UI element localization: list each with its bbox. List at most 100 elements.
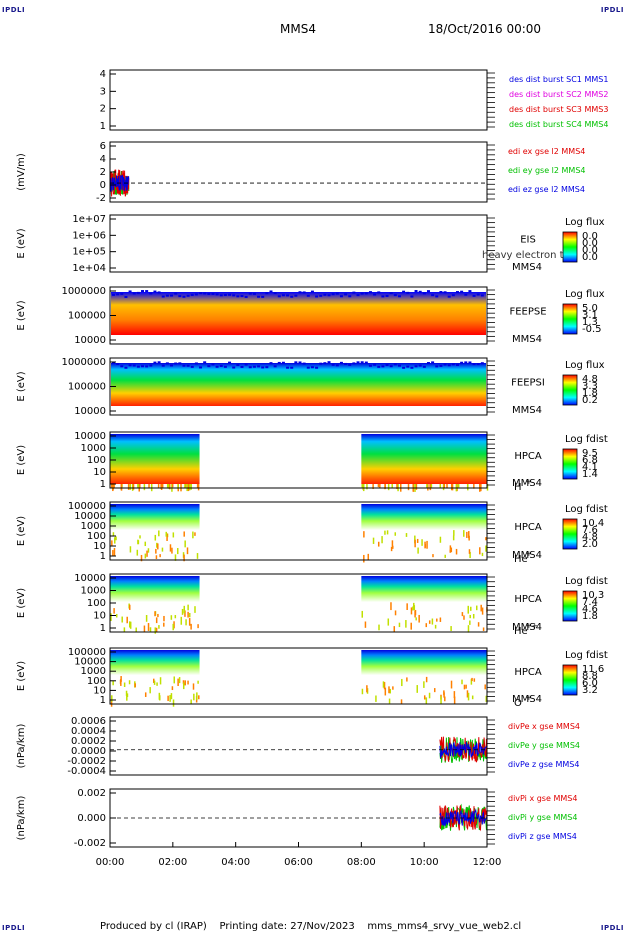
feepsi-noise-mark xyxy=(464,361,468,364)
hpca_he-sparse-mark xyxy=(186,547,189,555)
date-title: 18/Oct/2016 00:00 xyxy=(428,22,542,36)
hpca_h-sparse-mark xyxy=(439,484,442,489)
hpca_he-sparse-mark xyxy=(113,548,116,556)
hpca_o-colorbar-tick: 3.2 xyxy=(582,685,598,696)
feepsi-noise-mark xyxy=(286,366,290,369)
feepse-noise-mark xyxy=(414,290,418,293)
feepsi-noise-mark xyxy=(219,364,223,367)
feepse-noise-mark xyxy=(360,292,364,295)
hpca_hepp-sparse-mark xyxy=(412,606,414,611)
hpca_he-sparse-mark xyxy=(155,555,158,560)
hpca_he-sparse-mark xyxy=(367,553,370,561)
feepse-noise-mark xyxy=(211,292,215,295)
hpca_he-sparse-mark xyxy=(156,542,158,548)
hpca_hepp-sparse-mark xyxy=(378,624,380,631)
hpca_hepp-sparse-mark xyxy=(467,625,470,633)
feepse-noise-mark xyxy=(460,290,464,293)
hpca_hepp-sparse-mark xyxy=(113,608,115,614)
hpca_hepp-sparse-mark xyxy=(431,618,434,625)
hpca_h-sparse-mark xyxy=(184,484,186,489)
eis-ytick-label: 1e+04 xyxy=(72,263,106,274)
hpca_h-sparse-mark xyxy=(457,484,460,488)
hpca_hepp-ytick-label: 100 xyxy=(87,598,106,609)
feepse-noise-mark xyxy=(397,295,401,298)
hpca_o-colorbar-tick: 11.6 xyxy=(582,664,604,675)
feepsi-noise-mark xyxy=(389,365,393,368)
feepse-noise-mark xyxy=(116,293,120,296)
hpca_h-instrument-label: HPCA xyxy=(514,451,542,462)
hpca_o-colorbar xyxy=(562,664,578,696)
hpca_he-species-label: He xyxy=(514,554,528,565)
hpca_he-segment-0 xyxy=(110,504,200,531)
bursts-legend-entry: des dist burst SC4 MMS4 xyxy=(509,120,608,129)
hpca_he-sparse-mark xyxy=(169,544,172,552)
corner-label-bl: IPDLI xyxy=(2,924,26,932)
feepse-noise-mark xyxy=(286,294,290,297)
hpca_he-sparse-mark xyxy=(174,554,177,561)
hpca_o-frame xyxy=(109,647,488,705)
feepsi-noise-mark xyxy=(298,361,302,364)
hpca_hepp-sparse-mark xyxy=(128,604,131,610)
hpca_he-sparse-mark xyxy=(481,552,484,557)
hpca_he-sparse-mark xyxy=(137,540,140,545)
feepsi-noise-mark xyxy=(116,362,120,365)
feepse-noise-mark xyxy=(447,295,451,298)
feepsi-noise-mark xyxy=(252,365,256,368)
hpca_he-sparse-mark xyxy=(165,531,167,537)
hpca_hepp-sparse-mark xyxy=(405,620,407,628)
feepsi-noise-mark xyxy=(240,365,244,368)
eis-ytick-label: 1e+05 xyxy=(72,247,106,258)
hpca_he-colorbar-tick: 4.8 xyxy=(582,532,598,543)
feepse-noise-mark xyxy=(302,291,306,294)
divpe-ytick-label: 0.0000 xyxy=(71,746,106,757)
bursts-ytick-label: 4 xyxy=(100,69,106,80)
edi-frame xyxy=(109,141,488,203)
edi-ytick-label: -2 xyxy=(96,193,106,204)
hpca_o-sparse-mark xyxy=(453,696,456,705)
hpca_hepp-sparse-mark xyxy=(394,610,397,616)
hpca_o-sparse-mark xyxy=(433,688,436,693)
hpca_hepp-sparse-mark xyxy=(410,607,413,615)
feepsi-noise-mark xyxy=(194,362,198,365)
hpca_he-sparse-mark xyxy=(426,540,428,549)
hpca_he-sparse-mark xyxy=(421,539,423,546)
hpca_he-sparse-mark xyxy=(468,549,471,554)
hpca_he-sparse-mark xyxy=(155,548,157,554)
hpca_he-sparse-mark xyxy=(485,545,487,552)
hpca_o-sparse-mark xyxy=(461,679,463,685)
feepse-colorbar-tick: 5.0 xyxy=(582,303,598,314)
footer-file: mms_mms4_srvy_vue_web2.cl xyxy=(367,921,522,932)
hpca_o-ytick-label: 100000 xyxy=(68,647,106,658)
hpca_hepp-sparse-mark xyxy=(154,611,156,617)
hpca_o-sparse-mark xyxy=(383,682,386,690)
hpca_hepp-sparse-mark xyxy=(481,607,484,615)
divpe-ytick-label: 0.0002 xyxy=(71,736,106,747)
hpca_o-sparse-mark xyxy=(389,688,391,694)
hpca_he-sparse-mark xyxy=(112,550,114,556)
hpca_he-sparse-mark xyxy=(450,547,453,553)
hpca_h-sparse-mark xyxy=(426,484,428,489)
feepsi-noise-mark xyxy=(410,366,414,369)
feepsi-noise-mark xyxy=(377,365,381,368)
hpca_h-colorbar-tick: 9.5 xyxy=(582,448,598,459)
hpca_h-colorbar-title: Log fdist xyxy=(565,434,608,445)
hpca_h-sparse-mark xyxy=(161,484,164,489)
hpca_h-sparse-mark xyxy=(143,484,146,491)
feepse-noise-mark xyxy=(327,294,331,297)
feepsi-noise-mark xyxy=(199,366,203,369)
feepse-colorbar-title: Log flux xyxy=(565,289,605,300)
feepsi-noise-mark xyxy=(331,363,335,366)
hpca_hepp-sparse-mark xyxy=(418,614,420,623)
feepsi-noise-mark xyxy=(381,365,385,368)
hpca_he-colorbar-tick: 2.0 xyxy=(582,539,598,550)
hpca_he-sparse-mark xyxy=(417,547,419,554)
hpca_hepp-sparse-mark xyxy=(477,622,480,627)
hpca_o-sparse-mark xyxy=(382,681,385,688)
hpca_hepp-sparse-mark xyxy=(406,603,408,610)
hpca_he-sparse-mark xyxy=(363,531,365,538)
feepsi-noise-mark xyxy=(368,364,372,367)
hpca_o-sparse-mark xyxy=(392,686,394,690)
feepsi-noise-mark xyxy=(186,364,190,367)
hpca_o-sparse-mark xyxy=(423,695,426,700)
feepsi-colorbar xyxy=(562,374,578,406)
